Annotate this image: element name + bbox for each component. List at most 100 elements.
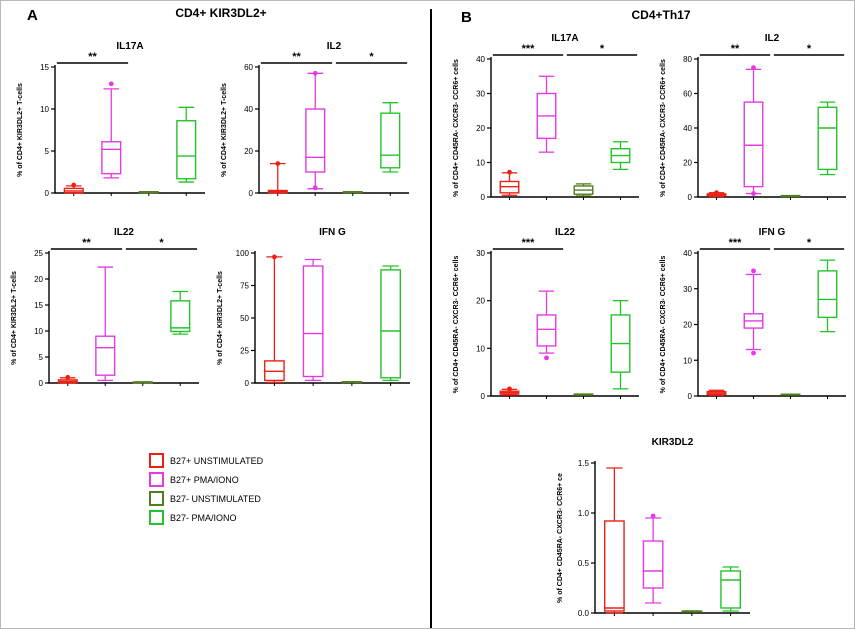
legend-swatch-b27pos-pma bbox=[149, 472, 164, 487]
svg-text:50: 50 bbox=[240, 314, 249, 323]
chart-b-il22: IL22 % of CD4+ CD45RA- CXCR3- CCR6+ cells… bbox=[449, 223, 647, 413]
svg-text:30: 30 bbox=[476, 249, 485, 258]
svg-text:*: * bbox=[600, 43, 605, 55]
legend: B27+ UNSTIMULATED B27+ PMA/IONO B27- UNS… bbox=[149, 453, 263, 529]
svg-text:60: 60 bbox=[244, 63, 253, 72]
svg-text:0: 0 bbox=[688, 193, 693, 202]
svg-text:30: 30 bbox=[476, 90, 485, 99]
chart-a-il22: IL22 % of CD4+ KIR3DL2+ T-cells 0 5 10 15 20 25… bbox=[7, 223, 207, 400]
svg-text:30: 30 bbox=[683, 285, 692, 294]
svg-text:% of CD4+ CD45RA- CXCR3- CCR6+: % of CD4+ CD45RA- CXCR3- CCR6+ cells bbox=[660, 256, 667, 394]
legend-label: B27+ PMA/IONO bbox=[170, 474, 239, 485]
svg-text:IL22: IL22 bbox=[555, 227, 575, 238]
panel-b-letter: B bbox=[461, 9, 472, 26]
svg-text:IFN G: IFN G bbox=[319, 227, 346, 238]
svg-text:% of CD4+ KIR3DL2+ T-cells: % of CD4+ KIR3DL2+ T-cells bbox=[221, 83, 228, 177]
panel-divider bbox=[430, 9, 432, 628]
svg-text:*: * bbox=[369, 51, 374, 63]
svg-text:40: 40 bbox=[683, 249, 692, 258]
svg-text:**: ** bbox=[88, 51, 97, 63]
panel-b-title: CD4+Th17 bbox=[631, 8, 691, 22]
chart-b-il17a: IL17A % of CD4+ CD45RA- CXCR3- CCR6+ cell… bbox=[449, 29, 647, 214]
svg-text:75: 75 bbox=[240, 282, 249, 291]
svg-text:5: 5 bbox=[45, 147, 50, 156]
legend-label: B27- PMA/IONO bbox=[170, 512, 237, 523]
svg-text:% of CD4+ CD45RA- CXCR3- CCR6+: % of CD4+ CD45RA- CXCR3- CCR6+ ce bbox=[557, 473, 564, 603]
svg-text:0.0: 0.0 bbox=[578, 609, 590, 618]
panel-a-letter: A bbox=[27, 7, 38, 24]
chart-a-il17a: IL17A % of CD4+ KIR3DL2+ T-cells 0 5 10 15 ** bbox=[13, 37, 213, 210]
legend-item: B27- UNSTIMULATED bbox=[149, 491, 263, 506]
panel-a-title: CD4+ KIR3DL2+ bbox=[175, 6, 267, 20]
svg-text:***: *** bbox=[522, 237, 536, 249]
legend-item: B27+ UNSTIMULATED bbox=[149, 453, 263, 468]
svg-text:20: 20 bbox=[476, 124, 485, 133]
svg-text:0: 0 bbox=[688, 392, 693, 401]
svg-text:80: 80 bbox=[683, 55, 692, 64]
svg-text:40: 40 bbox=[244, 105, 253, 114]
svg-text:15: 15 bbox=[34, 301, 43, 310]
svg-text:IL17A: IL17A bbox=[116, 41, 143, 52]
svg-text:% of CD4+ KIR3DL2+ T-cells: % of CD4+ KIR3DL2+ T-cells bbox=[11, 271, 18, 365]
svg-text:0: 0 bbox=[249, 189, 254, 198]
svg-text:IL2: IL2 bbox=[765, 33, 780, 44]
legend-swatch-b27pos-unstim bbox=[149, 453, 164, 468]
svg-text:***: *** bbox=[522, 43, 536, 55]
svg-text:0: 0 bbox=[481, 392, 486, 401]
legend-label: B27- UNSTIMULATED bbox=[170, 493, 261, 504]
svg-text:IFN G: IFN G bbox=[759, 227, 786, 238]
svg-text:***: *** bbox=[729, 237, 743, 249]
legend-item: B27+ PMA/IONO bbox=[149, 472, 263, 487]
legend-item: B27- PMA/IONO bbox=[149, 510, 263, 525]
svg-text:*: * bbox=[807, 237, 812, 249]
svg-text:*: * bbox=[807, 43, 812, 55]
svg-text:0: 0 bbox=[39, 379, 44, 388]
svg-text:10: 10 bbox=[34, 327, 43, 336]
svg-text:% of CD4+ KIR3DL2+ T-cells: % of CD4+ KIR3DL2+ T-cells bbox=[17, 83, 24, 177]
svg-text:IL22: IL22 bbox=[114, 227, 134, 238]
svg-text:20: 20 bbox=[683, 321, 692, 330]
svg-text:% of CD4+ CD45RA- CXCR3- CCR6+: % of CD4+ CD45RA- CXCR3- CCR6+ cells bbox=[453, 59, 460, 197]
svg-text:5: 5 bbox=[39, 353, 44, 362]
legend-swatch-b27neg-unstim bbox=[149, 491, 164, 506]
svg-text:100: 100 bbox=[236, 249, 250, 258]
svg-text:10: 10 bbox=[683, 356, 692, 365]
svg-text:25: 25 bbox=[240, 347, 249, 356]
svg-text:0.5: 0.5 bbox=[578, 559, 590, 568]
svg-text:0: 0 bbox=[481, 193, 486, 202]
svg-text:% of CD4+ CD45RA- CXCR3- CCR6+: % of CD4+ CD45RA- CXCR3- CCR6+ cells bbox=[660, 59, 667, 197]
svg-text:% of CD4+ KIR3DL2+ T-cells: % of CD4+ KIR3DL2+ T-cells bbox=[217, 271, 224, 365]
chart-a-il2: IL2% of CD4+ KIR3DL2+ T-cells 0 20 40 60 ** * bbox=[217, 37, 417, 210]
svg-text:20: 20 bbox=[34, 275, 43, 284]
svg-text:40: 40 bbox=[683, 124, 692, 133]
svg-text:**: ** bbox=[82, 237, 91, 249]
svg-text:20: 20 bbox=[683, 159, 692, 168]
svg-text:1.0: 1.0 bbox=[578, 509, 590, 518]
svg-text:0: 0 bbox=[45, 189, 50, 198]
chart-b-ifng: IFN G % of CD4+ CD45RA- CXCR3- CCR6+ cell… bbox=[656, 223, 854, 413]
svg-text:15: 15 bbox=[40, 63, 49, 72]
svg-text:IL2: IL2 bbox=[327, 41, 342, 52]
svg-text:10: 10 bbox=[476, 159, 485, 168]
chart-b-il2: IL2 % of CD4+ CD45RA- CXCR3- CCR6+ cells 0… bbox=[656, 29, 854, 214]
chart-b-kir3dl2: KIR3DL2 % of CD4+ CD45RA- CXCR3- CCR6+ ce… bbox=[553, 433, 758, 628]
svg-text:10: 10 bbox=[40, 105, 49, 114]
svg-text:20: 20 bbox=[476, 297, 485, 306]
legend-swatch-b27neg-pma bbox=[149, 510, 164, 525]
svg-text:40: 40 bbox=[476, 55, 485, 64]
legend-label: B27+ UNSTIMULATED bbox=[170, 455, 264, 466]
chart-a-ifng: IFN G % of CD4+ KIR3DL2+ T-cells 0 25 50 75 10… bbox=[213, 223, 418, 400]
svg-text:**: ** bbox=[731, 43, 740, 55]
svg-text:KIR3DL2: KIR3DL2 bbox=[652, 437, 694, 448]
svg-text:IL17A: IL17A bbox=[551, 33, 578, 44]
svg-text:25: 25 bbox=[34, 249, 43, 258]
svg-text:1.5: 1.5 bbox=[578, 459, 590, 468]
svg-text:0: 0 bbox=[245, 379, 250, 388]
svg-text:% of CD4+ CD45RA- CXCR3- CCR6+: % of CD4+ CD45RA- CXCR3- CCR6+ cells bbox=[453, 256, 460, 394]
svg-text:20: 20 bbox=[244, 147, 253, 156]
svg-text:*: * bbox=[159, 237, 164, 249]
svg-text:10: 10 bbox=[476, 344, 485, 353]
svg-text:**: ** bbox=[292, 51, 301, 63]
svg-text:60: 60 bbox=[683, 90, 692, 99]
